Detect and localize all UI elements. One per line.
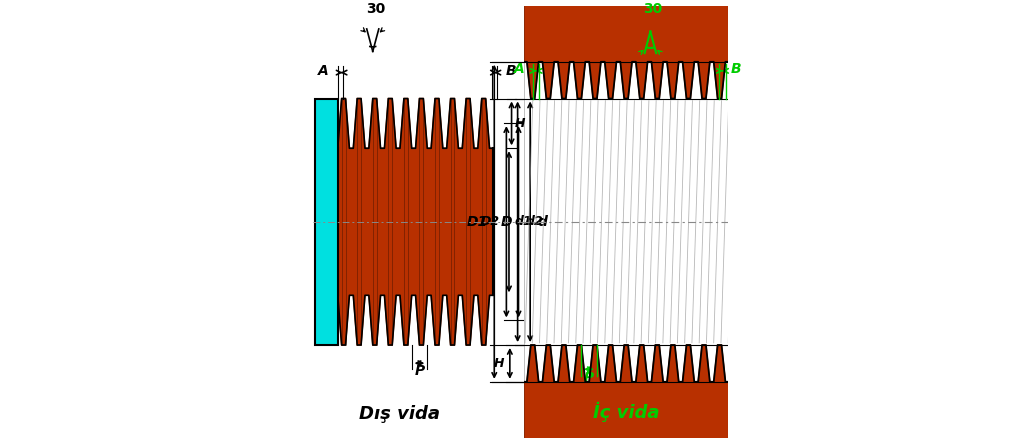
Polygon shape [525, 62, 727, 382]
Text: d: d [538, 215, 548, 229]
Bar [525, 6, 728, 438]
Text: P: P [584, 371, 594, 385]
Text: H: H [515, 117, 525, 130]
Text: 30: 30 [367, 2, 386, 16]
Text: B: B [731, 62, 741, 76]
Text: A: A [514, 62, 525, 76]
Bar [315, 99, 338, 345]
Text: B: B [506, 64, 516, 78]
Text: D: D [501, 215, 512, 229]
Text: A: A [317, 64, 329, 78]
Text: D2: D2 [480, 215, 500, 228]
Text: 30: 30 [643, 2, 663, 16]
Text: d1: d1 [514, 215, 531, 228]
Text: Dış vida: Dış vida [359, 405, 440, 423]
Text: d2: d2 [525, 215, 543, 228]
Polygon shape [525, 345, 728, 438]
Text: P: P [415, 364, 425, 378]
Text: H: H [494, 357, 504, 370]
Polygon shape [338, 99, 494, 345]
Text: D1: D1 [466, 215, 487, 229]
Text: İç vida: İç vida [593, 402, 659, 422]
Polygon shape [525, 0, 728, 99]
